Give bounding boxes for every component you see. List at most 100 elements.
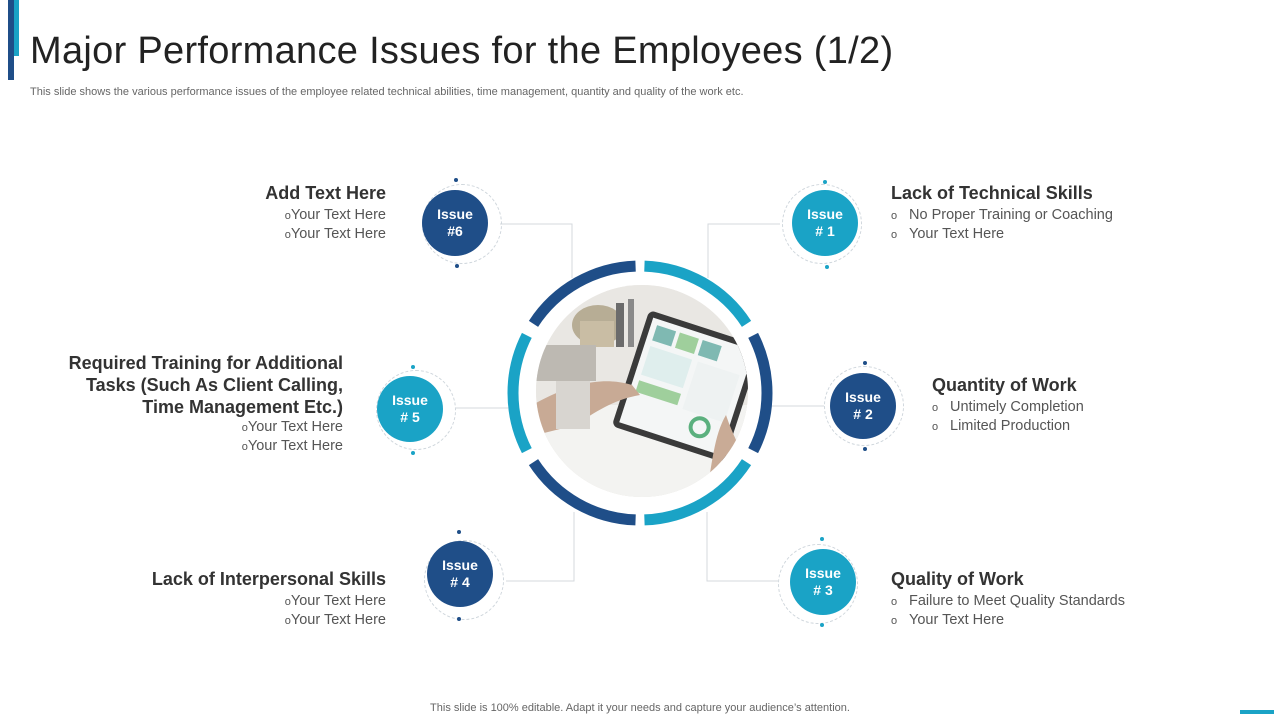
issue-1-title: Lack of Technical Skills bbox=[891, 183, 1093, 203]
issue-5-badge-number: # 5 bbox=[400, 409, 420, 425]
ring-segment-top-left bbox=[528, 260, 636, 327]
issue-5-bullet-text: Your Text Here bbox=[247, 419, 343, 435]
issue-4-bullet: oYour Text Here bbox=[116, 611, 386, 630]
bullet-marker: o bbox=[284, 615, 291, 627]
center-photo bbox=[536, 285, 748, 497]
issue-5-dot-top bbox=[411, 365, 415, 369]
bullet-marker: o bbox=[891, 615, 898, 627]
issue-1-bullet-text: No Proper Training or Coaching bbox=[909, 207, 1113, 223]
bullet-marker: o bbox=[284, 229, 291, 241]
issue-4-dot-bottom bbox=[457, 617, 461, 621]
issue-6-dot-bottom bbox=[455, 264, 459, 268]
issue-6-badge: Issue #6 bbox=[422, 190, 488, 256]
bullet-marker: o bbox=[284, 596, 291, 608]
issue-3-bullet: o Failure to Meet Quality Standards bbox=[891, 592, 1191, 611]
ring-segment-right bbox=[748, 332, 773, 454]
issue-4-bullet-text: Your Text Here bbox=[290, 612, 386, 628]
issue-5-title-line: Time Management Etc.) bbox=[142, 397, 343, 417]
issue-6-badge-label: Issue bbox=[437, 206, 473, 222]
issue-5-badge-label: Issue bbox=[392, 392, 428, 408]
issue-6-bullet: oYour Text Here bbox=[186, 206, 386, 225]
issue-1-badge: Issue # 1 bbox=[792, 190, 858, 256]
center-ring bbox=[507, 260, 773, 526]
issue-4-bullet: oYour Text Here bbox=[116, 592, 386, 611]
issue-3-bullet: o Your Text Here bbox=[891, 611, 1191, 630]
slide-title: Major Performance Issues for the Employe… bbox=[30, 30, 894, 72]
issue-1-badge-ring bbox=[782, 184, 862, 264]
issue-4-badge-ring bbox=[424, 540, 504, 620]
issue-4-dot-top bbox=[457, 530, 461, 534]
issue-6-bullet-text: Your Text Here bbox=[290, 226, 386, 242]
issue-6-bullet: oYour Text Here bbox=[186, 225, 386, 244]
issue-1-badge-number: # 1 bbox=[815, 223, 835, 239]
issue-5-bullet-text: Your Text Here bbox=[247, 438, 343, 454]
connector-issue-3 bbox=[706, 512, 778, 582]
issue-5-title-line: Required Training for Additional bbox=[68, 353, 343, 373]
ring-segment-bottom-right bbox=[644, 459, 752, 526]
issue-2-badge-ring bbox=[824, 366, 904, 446]
issue-2-title: Quantity of Work bbox=[932, 375, 1077, 395]
slide-footer: This slide is 100% editable. Adapt it yo… bbox=[430, 702, 850, 714]
issue-5-badge-ring bbox=[376, 370, 456, 450]
issue-6-title: Add Text Here bbox=[265, 183, 386, 203]
issue-1-dot-bottom bbox=[825, 265, 829, 269]
issue-1-bullet-text: Your Text Here bbox=[909, 226, 1005, 242]
bullet-marker: o bbox=[932, 421, 939, 433]
ring-segment-left bbox=[507, 332, 532, 454]
tablet-dashboard-photo-icon bbox=[536, 285, 748, 497]
issue-3-dot-top bbox=[820, 537, 824, 541]
connector-issue-6 bbox=[500, 223, 573, 278]
issue-2-badge-label: Issue bbox=[845, 389, 881, 405]
issue-5-bullet: oYour Text Here bbox=[40, 418, 343, 437]
issue-2-bullet: o Untimely Completion bbox=[932, 398, 1182, 417]
slide-subtitle: This slide shows the various performance… bbox=[30, 86, 744, 98]
issue-2-badge: Issue # 2 bbox=[830, 373, 896, 439]
issue-2-bullet: o Limited Production bbox=[932, 417, 1182, 436]
issue-6-bullet-text: Your Text Here bbox=[290, 207, 386, 223]
issue-3-bullet-text: Your Text Here bbox=[909, 612, 1005, 628]
bullet-marker: o bbox=[932, 402, 939, 414]
issue-1-dot-top bbox=[823, 180, 827, 184]
issue-5-text-block: Required Training for Additional Tasks (… bbox=[40, 352, 343, 456]
issue-4-text-block: Lack of Interpersonal Skills oYour Text … bbox=[116, 568, 386, 630]
issue-2-dot-top bbox=[863, 361, 867, 365]
issue-3-text-block: Quality of Work o Failure to Meet Quality… bbox=[891, 568, 1191, 630]
footer-accent-bar bbox=[1240, 710, 1274, 714]
issue-4-badge: Issue # 4 bbox=[427, 541, 493, 607]
issue-3-badge-ring bbox=[778, 544, 858, 624]
issue-3-badge-label: Issue bbox=[805, 565, 841, 581]
issue-6-badge-number: #6 bbox=[447, 223, 463, 239]
issue-2-bullet-text: Untimely Completion bbox=[950, 399, 1084, 415]
issue-4-bullet-text: Your Text Here bbox=[290, 593, 386, 609]
issue-5-badge: Issue # 5 bbox=[377, 376, 443, 442]
issue-3-title: Quality of Work bbox=[891, 569, 1024, 589]
connector-issue-1 bbox=[707, 223, 780, 278]
issue-1-bullet: o No Proper Training or Coaching bbox=[891, 206, 1181, 225]
connector-issue-4 bbox=[506, 512, 575, 582]
issue-2-dot-bottom bbox=[863, 447, 867, 451]
issue-3-badge: Issue # 3 bbox=[790, 549, 856, 615]
title-accent-bar-light bbox=[14, 0, 19, 56]
bullet-marker: o bbox=[241, 422, 248, 434]
issue-4-badge-number: # 4 bbox=[450, 574, 470, 590]
issue-3-dot-bottom bbox=[820, 623, 824, 627]
issue-1-text-block: Lack of Technical Skills o No Proper Trai… bbox=[891, 182, 1181, 244]
ring-segment-top-right bbox=[644, 260, 752, 327]
issue-2-bullet-text: Limited Production bbox=[950, 418, 1071, 434]
issue-5-title-line: Tasks (Such As Client Calling, bbox=[85, 375, 343, 395]
bullet-marker: o bbox=[891, 210, 898, 222]
issue-5-dot-bottom bbox=[411, 451, 415, 455]
issue-2-badge-number: # 2 bbox=[853, 406, 873, 422]
issue-1-bullet: o Your Text Here bbox=[891, 225, 1181, 244]
issue-1-badge-label: Issue bbox=[807, 206, 843, 222]
issue-6-text-block: Add Text Here oYour Text Here oYour Text… bbox=[186, 182, 386, 244]
issue-3-bullet-text: Failure to Meet Quality Standards bbox=[909, 593, 1125, 609]
bullet-marker: o bbox=[241, 441, 248, 453]
bullet-marker: o bbox=[891, 596, 898, 608]
bullet-marker: o bbox=[284, 210, 291, 222]
issue-3-badge-number: # 3 bbox=[813, 582, 833, 598]
issue-5-bullet: oYour Text Here bbox=[40, 437, 343, 456]
bullet-marker: o bbox=[891, 229, 898, 241]
title-accent-bar bbox=[8, 0, 14, 80]
